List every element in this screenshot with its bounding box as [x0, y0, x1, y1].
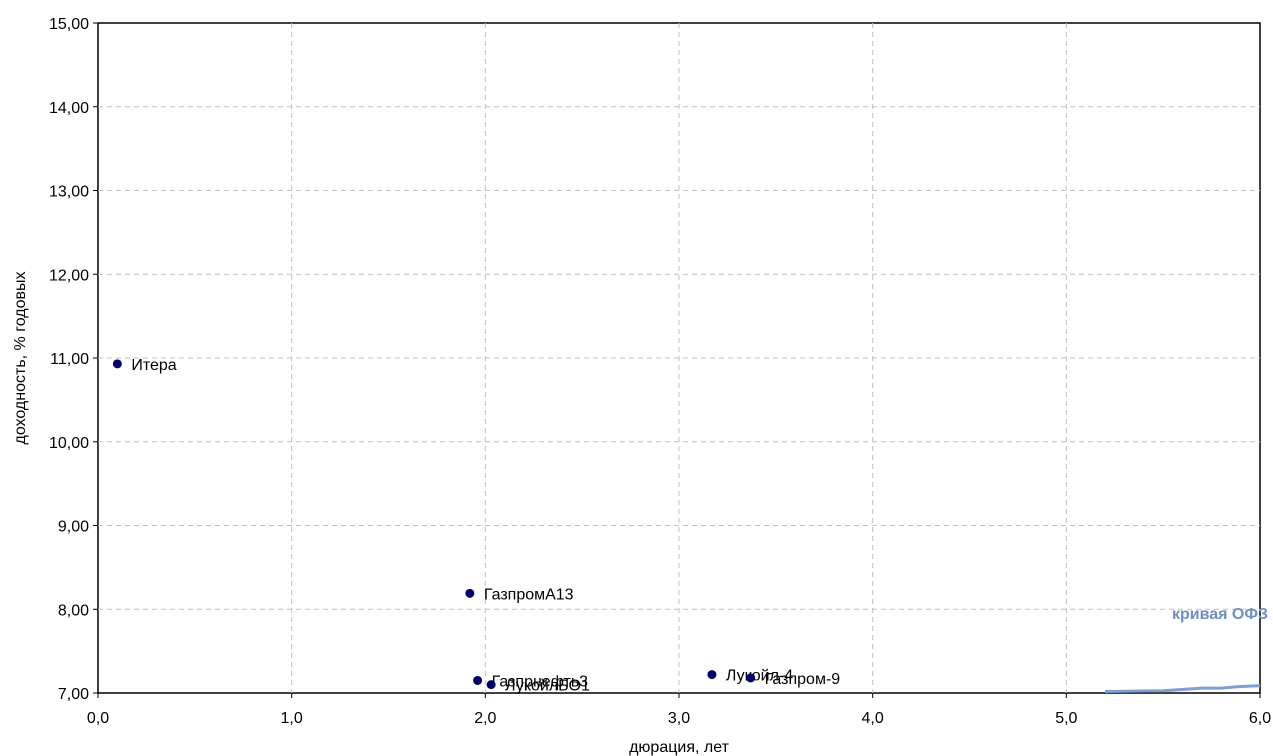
y-tick-label: 13,00	[49, 184, 89, 201]
x-tick-label: 4,0	[862, 710, 884, 727]
data-point	[486, 680, 496, 690]
data-point	[746, 673, 756, 683]
y-tick-label: 7,00	[58, 686, 89, 703]
curve-label: кривая ОФЗ	[1172, 606, 1268, 623]
y-tick-label: 15,00	[49, 16, 89, 33]
data-point-label: Итера	[131, 357, 176, 374]
ticks: 0,0 1,0 2,0 3,0 4,0 5,0 6,0 7,00 8,00 9,00 10,00 11…	[49, 16, 1271, 727]
data-point	[465, 588, 475, 598]
x-axis-title: дюрация, лет	[629, 739, 729, 756]
data-point-label: ГазпромА13	[484, 586, 574, 603]
y-tick-label: 12,00	[49, 267, 89, 284]
grid	[98, 23, 1260, 693]
data-point-label: Газпром-9	[765, 671, 841, 688]
data-point	[707, 670, 717, 680]
x-tick-label: 5,0	[1055, 710, 1077, 727]
x-tick-label: 2,0	[474, 710, 496, 727]
curve-layer	[1105, 684, 1261, 693]
x-tick-label: 3,0	[668, 710, 690, 727]
data-point-label: Газпрнефть3	[492, 673, 589, 690]
data-point	[473, 675, 483, 685]
y-tick-label: 9,00	[58, 519, 89, 536]
x-tick-label: 0,0	[87, 710, 109, 727]
data-point-label: ЛукойлБО1	[505, 678, 590, 695]
data-point-label: Лукойл-4	[726, 668, 793, 685]
y-axis-title: доходность, % годовых	[12, 272, 29, 445]
ofz-curve-line	[1105, 684, 1261, 693]
y-tick-label: 11,00	[50, 351, 89, 368]
y-tick-label: 8,00	[58, 602, 89, 619]
data-point	[112, 359, 122, 369]
y-tick-label: 10,00	[49, 435, 89, 452]
x-tick-label: 1,0	[281, 710, 303, 727]
x-tick-label: 6,0	[1249, 710, 1271, 727]
y-tick-label: 14,00	[49, 100, 89, 117]
